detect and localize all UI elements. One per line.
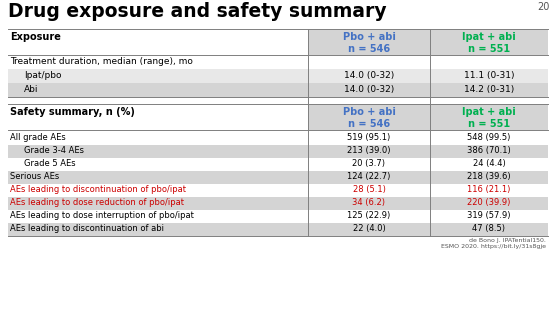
Text: 14.2 (0-31): 14.2 (0-31) [464, 85, 514, 94]
Bar [8, 69, 548, 83]
Text: 20: 20 [537, 2, 550, 12]
Text: 34 (6.2): 34 (6.2) [352, 198, 386, 207]
Bar [308, 104, 548, 130]
Text: 20 (3.7): 20 (3.7) [352, 159, 386, 168]
Text: AEs leading to discontinuation of pbo/ipat: AEs leading to discontinuation of pbo/ip… [10, 185, 186, 194]
Text: 14.0 (0-32): 14.0 (0-32) [344, 71, 394, 80]
Text: AEs leading to dose reduction of pbo/ipat: AEs leading to dose reduction of pbo/ipa… [10, 198, 184, 207]
Text: Abi: Abi [24, 85, 38, 94]
Bar [8, 184, 548, 197]
Text: 14.0 (0-32): 14.0 (0-32) [344, 85, 394, 94]
Text: Grade 3-4 AEs: Grade 3-4 AEs [24, 146, 84, 155]
Text: 28 (5.1): 28 (5.1) [352, 185, 386, 194]
Text: Pbo + abi
n = 546: Pbo + abi n = 546 [342, 107, 396, 129]
Text: 124 (22.7): 124 (22.7) [347, 172, 391, 181]
Text: AEs leading to dose interruption of pbo/ipat: AEs leading to dose interruption of pbo/… [10, 211, 194, 220]
Bar [8, 132, 548, 145]
Text: Treatment duration, median (range), mo: Treatment duration, median (range), mo [10, 57, 193, 66]
Text: ESMO 2020. https://bit.ly/31s8gje: ESMO 2020. https://bit.ly/31s8gje [441, 244, 546, 249]
Text: 548 (99.5): 548 (99.5) [468, 133, 511, 142]
Text: 386 (70.1): 386 (70.1) [467, 146, 511, 155]
Text: Exposure: Exposure [10, 32, 61, 42]
Text: 11.1 (0-31): 11.1 (0-31) [464, 71, 514, 80]
Text: 220 (39.9): 220 (39.9) [468, 198, 511, 207]
Text: Grade 5 AEs: Grade 5 AEs [24, 159, 76, 168]
Text: Pbo + abi
n = 546: Pbo + abi n = 546 [342, 32, 396, 54]
Text: 319 (57.9): 319 (57.9) [467, 211, 511, 220]
Bar [308, 29, 548, 55]
Bar [8, 210, 548, 223]
Bar [8, 145, 548, 158]
Text: Drug exposure and safety summary: Drug exposure and safety summary [8, 2, 387, 21]
Bar [8, 158, 548, 171]
Text: de Bono J. IPATential150.: de Bono J. IPATential150. [469, 238, 546, 243]
Text: Ipat/pbo: Ipat/pbo [24, 71, 61, 80]
Bar [8, 171, 548, 184]
Text: Ipat + abi
n = 551: Ipat + abi n = 551 [462, 32, 516, 54]
Bar [8, 197, 548, 210]
Text: 24 (4.4): 24 (4.4) [473, 159, 505, 168]
Text: 519 (95.1): 519 (95.1) [347, 133, 391, 142]
Text: 22 (4.0): 22 (4.0) [353, 224, 386, 233]
Text: 213 (39.0): 213 (39.0) [347, 146, 391, 155]
Text: 47 (8.5): 47 (8.5) [473, 224, 505, 233]
Text: AEs leading to discontinuation of abi: AEs leading to discontinuation of abi [10, 224, 164, 233]
Text: Serious AEs: Serious AEs [10, 172, 59, 181]
Bar [8, 223, 548, 236]
Bar [8, 83, 548, 97]
Text: Ipat + abi
n = 551: Ipat + abi n = 551 [462, 107, 516, 129]
Text: 218 (39.6): 218 (39.6) [467, 172, 511, 181]
Text: Safety summary, n (%): Safety summary, n (%) [10, 107, 135, 117]
Text: 125 (22.9): 125 (22.9) [347, 211, 391, 220]
Text: All grade AEs: All grade AEs [10, 133, 66, 142]
Text: 116 (21.1): 116 (21.1) [468, 185, 511, 194]
